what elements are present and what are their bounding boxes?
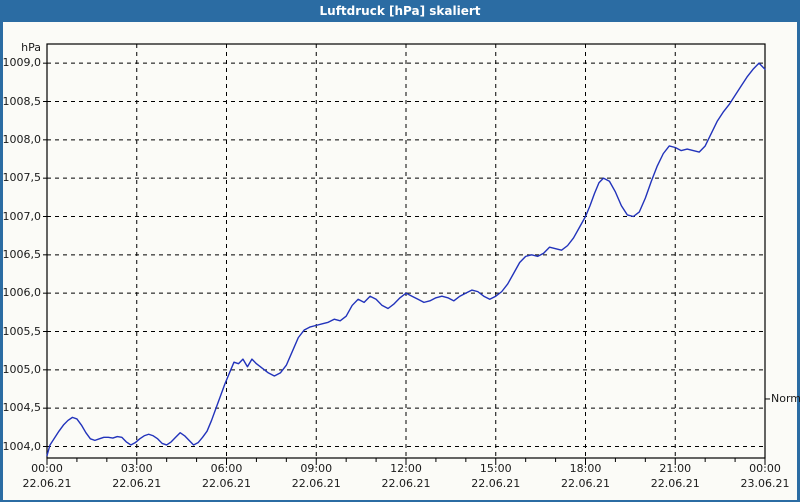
x-axis-tick-date: 22.06.21 <box>650 477 700 490</box>
x-axis-tick-time: 00:00 <box>31 462 63 475</box>
x-axis-tick-time: 18:00 <box>569 462 602 475</box>
x-axis-labels: 00:00 22.06.21 03:00 22.06.21 06:00 22.06.21 0… <box>3 462 797 502</box>
x-axis-tick-date: 22.06.21 <box>381 477 431 490</box>
x-axis-tick-time: 06:00 <box>210 462 243 475</box>
y-axis-tick-label: 1006,0 <box>2 286 42 300</box>
x-axis-tick-time: 09:00 <box>300 462 333 475</box>
y-axis-labels: hPa 1009,0 1008,5 1008,0 1007,5 1007,0 1006,5… <box>2 22 42 462</box>
y-axis-unit-label: hPa <box>21 41 41 55</box>
y-axis-tick-label: 1008,5 <box>2 94 42 108</box>
x-axis-tick-date: 22.06.21 <box>112 477 162 490</box>
x-axis-tick-time: 00:00 <box>749 462 781 475</box>
chart-plot <box>43 43 770 465</box>
page-title: Luftdruck [hPa] skaliert <box>319 4 481 18</box>
y-axis-tick-label: 1004,0 <box>2 439 42 453</box>
x-axis-tick-date: 23.06.21 <box>740 477 790 490</box>
window-title-bar: Luftdruck [hPa] skaliert <box>0 0 800 22</box>
y-axis-tick-label: 1007,0 <box>2 209 42 223</box>
y-axis-tick-label: 1009,0 <box>2 56 42 70</box>
x-axis-tick-date: 22.06.21 <box>561 477 610 490</box>
y-axis-tick-label: 1008,0 <box>2 132 42 146</box>
x-axis-tick-date: 22.06.21 <box>291 477 341 490</box>
x-axis-tick-time: 03:00 <box>120 462 153 475</box>
x-axis-tick-date: 22.06.21 <box>202 477 251 490</box>
chart-container: hPa 1009,0 1008,5 1008,0 1007,5 1007,0 1006,5… <box>2 22 800 502</box>
x-axis-tick-date: 22.06.21 <box>471 477 521 490</box>
x-axis-tick-time: 15:00 <box>479 462 512 475</box>
y-axis-tick-label: 1005,5 <box>2 324 42 338</box>
x-axis-tick-time: 12:00 <box>390 462 422 475</box>
normal-annotation-label: Normal <box>771 391 800 405</box>
y-axis-tick-label: 1007,5 <box>2 171 42 185</box>
x-axis-tick-time: 21:00 <box>659 462 692 475</box>
y-axis-tick-label: 1004,5 <box>2 401 42 415</box>
y-axis-tick-label: 1005,0 <box>2 362 42 376</box>
y-axis-tick-label: 1006,5 <box>2 247 42 261</box>
x-axis-tick-date: 22.06.21 <box>22 477 72 490</box>
